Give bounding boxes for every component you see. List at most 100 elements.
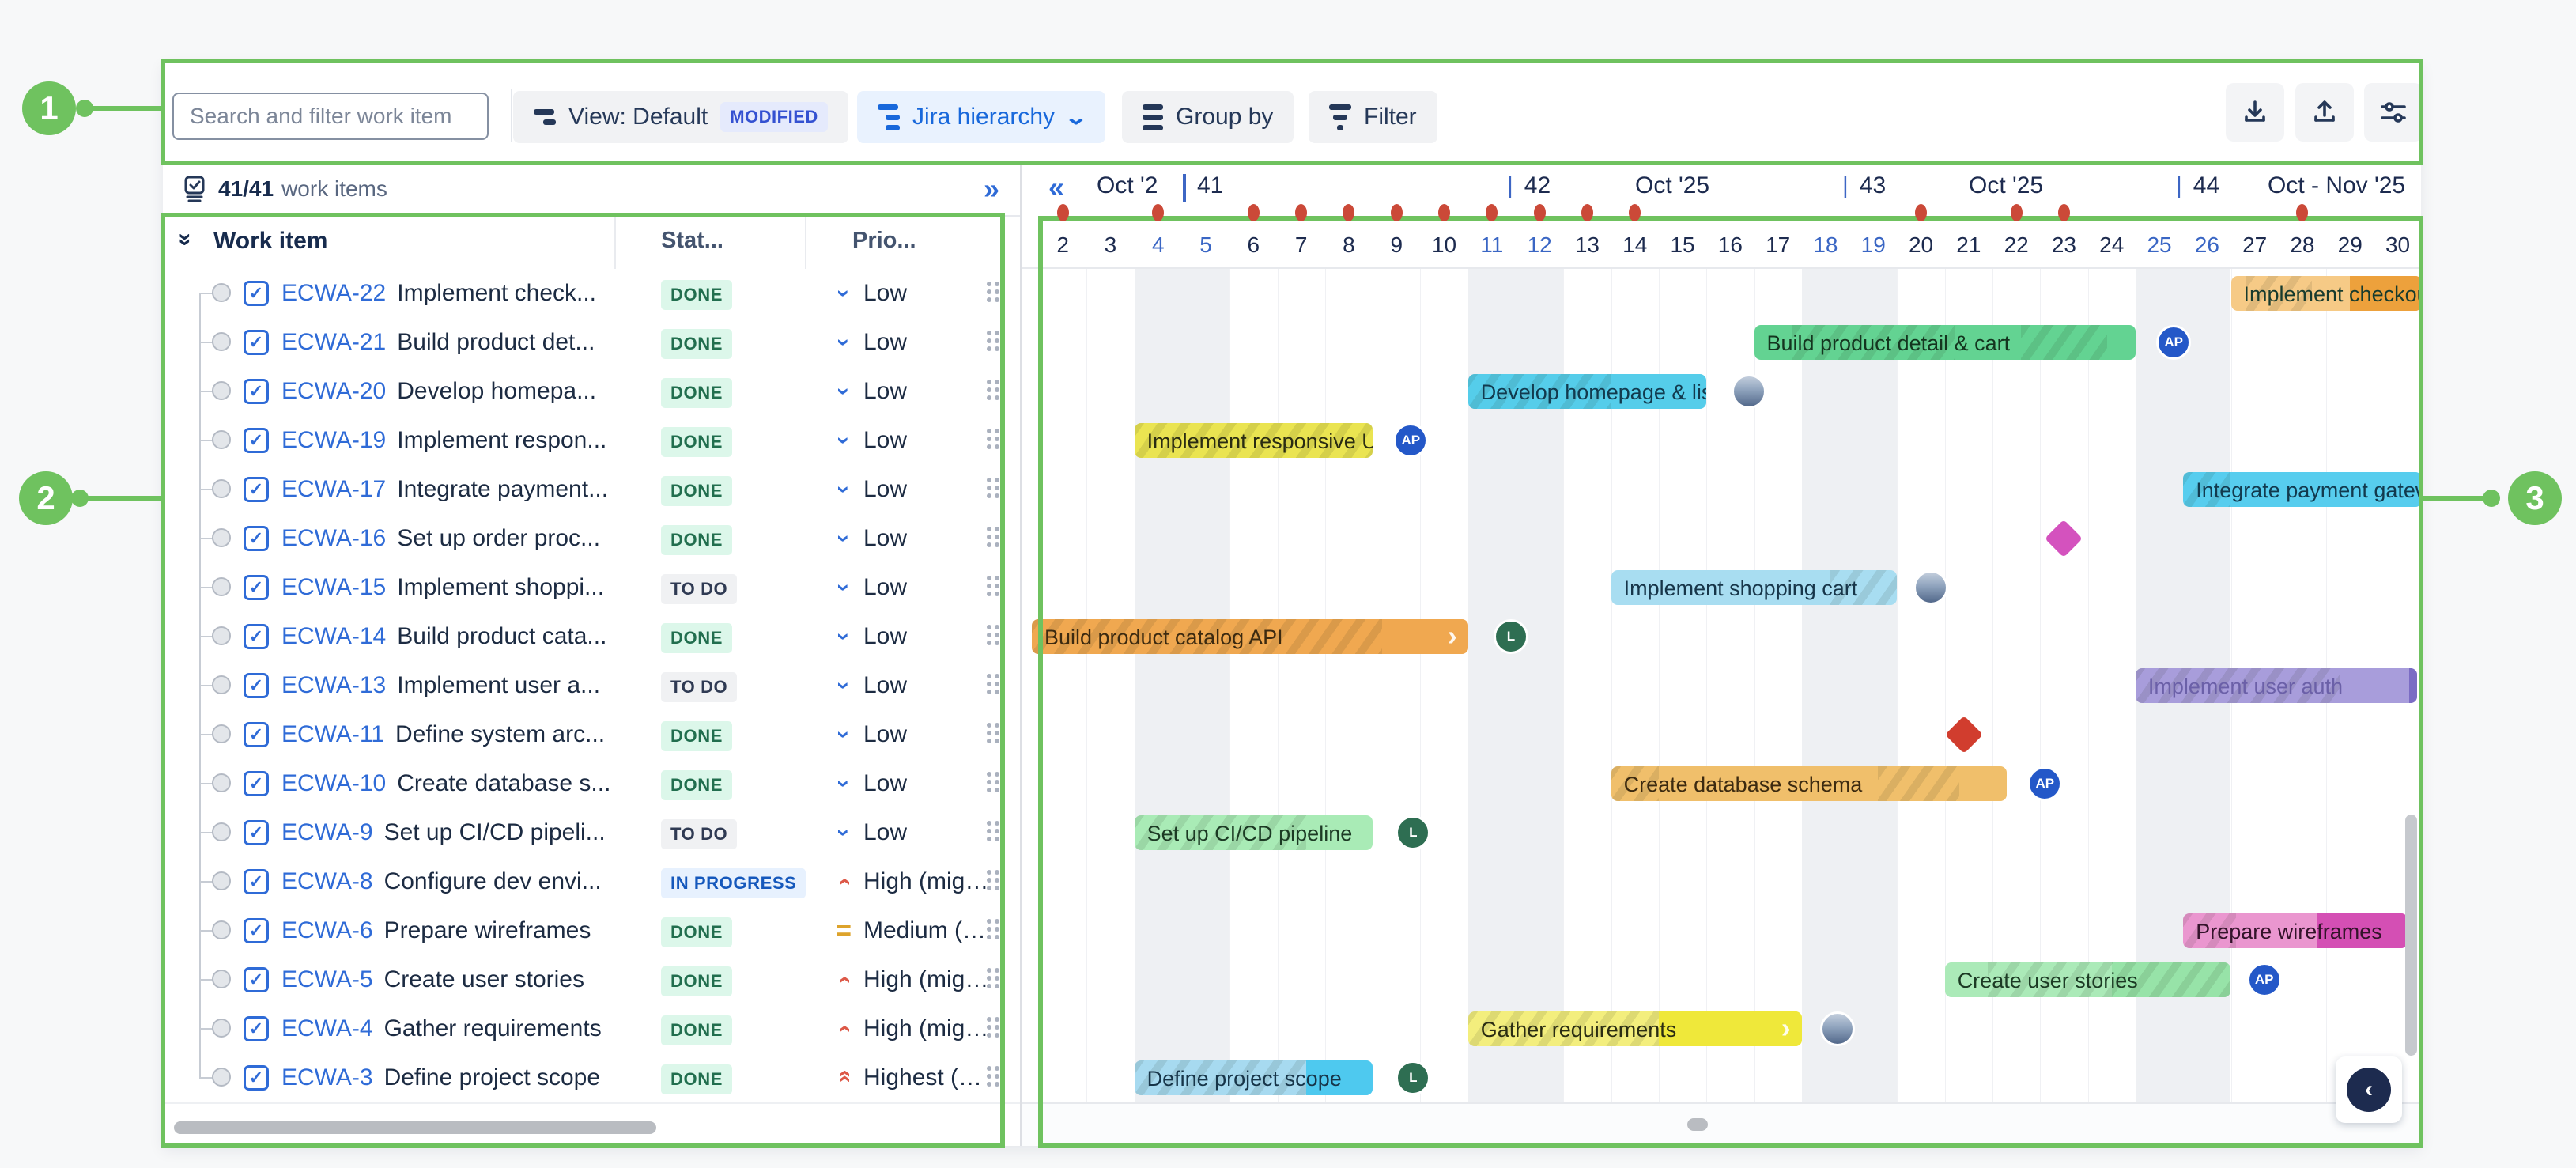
work-item-summary[interactable]: Implement user a... [397,672,601,698]
task-checkbox-icon[interactable]: ✓ [244,379,269,404]
view-settings-button[interactable]: View: Default MODIFIED [513,91,848,143]
status-badge[interactable]: DONE [661,1064,732,1094]
table-row[interactable]: ✓ ECWA-3 Define project scope DONE » Highest … [163,1053,1020,1104]
release-marker-icon[interactable] [1533,204,1546,221]
priority-field[interactable]: › High (migra... [832,955,990,1004]
task-checkbox-icon[interactable]: ✓ [244,918,269,943]
row-drag-handle-icon[interactable] [987,674,999,694]
work-item-summary[interactable]: Set up CI/CD pipeli... [383,819,606,845]
release-marker-icon[interactable] [1629,204,1641,221]
row-drag-handle-icon[interactable] [987,772,999,792]
work-item-key[interactable]: ECWA-21 [281,329,387,355]
release-marker-icon[interactable] [1152,204,1165,221]
assignee-avatar[interactable]: AP [1393,423,1429,458]
task-checkbox-icon[interactable]: ✓ [244,526,269,551]
panel-resize-divider[interactable] [1020,163,1022,1146]
work-item-summary[interactable]: Define system arc... [395,721,606,747]
work-item-key[interactable]: ECWA-11 [281,721,385,747]
row-handle-circle[interactable] [212,626,231,645]
assignee-avatar[interactable]: L [1493,619,1528,654]
release-marker-icon[interactable] [1486,204,1498,221]
work-item-summary[interactable]: Develop homepa... [397,378,597,404]
gantt-bar[interactable]: › Build product catalog API [1031,619,1468,654]
work-item-summary[interactable]: Implement check... [397,280,597,306]
work-item-key[interactable]: ECWA-9 [281,819,373,845]
gantt-bar[interactable]: Develop homepage & lis... [1467,374,1707,409]
gantt-bar[interactable]: Implement checkou [2230,276,2421,311]
status-badge[interactable]: DONE [661,427,732,457]
priority-field[interactable]: › Low [832,612,990,661]
task-checkbox-icon[interactable]: ✓ [244,428,269,453]
import-button[interactable] [2295,83,2354,142]
assignee-avatar[interactable] [1732,374,1767,409]
work-item-summary[interactable]: Implement respon... [397,427,607,453]
release-marker-icon[interactable] [1438,204,1451,221]
priority-field[interactable]: › High (migra... [832,857,990,906]
row-drag-handle-icon[interactable] [987,821,999,841]
table-row[interactable]: ✓ ECWA-20 Develop homepa... DONE › Low [163,367,1020,418]
row-drag-handle-icon[interactable] [987,429,999,449]
table-row[interactable]: ✓ ECWA-9 Set up CI/CD pipeli... TO DO › Low [163,808,1020,859]
table-row[interactable]: ✓ ECWA-5 Create user stories DONE › High (mig… [163,955,1020,1006]
table-horizontal-scrollbar[interactable] [174,1121,656,1134]
table-row[interactable]: ✓ ECWA-22 Implement check... DONE › Low [163,269,1020,319]
release-marker-icon[interactable] [2010,204,2023,221]
work-item-summary[interactable]: Configure dev envi... [383,868,602,894]
row-handle-circle[interactable] [212,577,231,596]
work-item-summary[interactable]: Set up order proc... [397,525,601,551]
work-item-key[interactable]: ECWA-8 [281,868,373,894]
task-checkbox-icon[interactable]: ✓ [244,281,269,306]
row-drag-handle-icon[interactable] [987,331,999,351]
status-badge[interactable]: DONE [661,378,732,408]
work-item-key[interactable]: ECWA-3 [281,1064,373,1091]
gantt-bar[interactable]: › Gather requirements [1467,1011,1802,1046]
work-item-key[interactable]: ECWA-19 [281,427,387,453]
row-drag-handle-icon[interactable] [987,527,999,547]
collapse-panel-button[interactable]: ‹ [2347,1068,2391,1112]
status-badge[interactable]: TO DO [661,574,738,604]
row-drag-handle-icon[interactable] [987,870,999,890]
status-badge[interactable]: DONE [661,1015,732,1045]
release-marker-icon[interactable] [1247,204,1260,221]
gantt-bar[interactable]: Prepare wireframes [2183,913,2408,948]
priority-field[interactable]: › High (migra... [832,1004,990,1053]
timeline-vertical-scrollbar[interactable] [2405,815,2417,1056]
expand-panel-icon[interactable]: » [983,172,999,205]
scroll-left-icon[interactable]: « [1048,171,1065,203]
priority-field[interactable]: › Low [832,367,990,416]
priority-field[interactable]: › Low [832,465,990,514]
assignee-avatar[interactable]: AP [2027,766,2063,801]
gantt-bar[interactable]: Implement shopping cart [1611,570,1898,605]
gantt-bar[interactable]: Implement user auth [2135,668,2417,703]
row-handle-circle[interactable] [212,1068,231,1087]
row-handle-circle[interactable] [212,724,231,743]
release-marker-icon[interactable] [1295,204,1308,221]
row-drag-handle-icon[interactable] [987,625,999,645]
release-marker-icon[interactable] [1343,204,1355,221]
row-handle-circle[interactable] [212,970,231,988]
table-row[interactable]: ✓ ECWA-4 Gather requirements DONE › High (mig… [163,1004,1020,1055]
work-item-summary[interactable]: Implement shoppi... [397,574,605,600]
work-item-key[interactable]: ECWA-4 [281,1015,373,1041]
work-item-summary[interactable]: Prepare wireframes [383,917,591,943]
status-badge[interactable]: DONE [661,476,732,506]
priority-field[interactable]: = Medium (mi... [832,906,990,955]
search-input[interactable] [174,104,475,129]
row-drag-handle-icon[interactable] [987,1066,999,1087]
table-row[interactable]: ✓ ECWA-14 Build product cata... DONE › Low [163,612,1020,663]
gantt-bar[interactable]: Set up CI/CD pipeline [1134,815,1373,850]
row-handle-circle[interactable] [212,1019,231,1038]
status-badge[interactable]: TO DO [661,819,738,849]
table-row[interactable]: ✓ ECWA-13 Implement user a... TO DO › Low [163,661,1020,712]
timeline-horizontal-scrollbar[interactable] [1687,1118,1708,1131]
row-handle-circle[interactable] [212,332,231,351]
work-item-key[interactable]: ECWA-16 [281,525,387,551]
table-row[interactable]: ✓ ECWA-6 Prepare wireframes DONE = Medium (mi… [163,906,1020,957]
status-badge[interactable]: IN PROGRESS [661,868,806,898]
row-drag-handle-icon[interactable] [987,380,999,400]
task-checkbox-icon[interactable]: ✓ [244,673,269,698]
assignee-avatar[interactable]: AP [2246,962,2282,997]
row-handle-circle[interactable] [212,381,231,400]
assignee-avatar[interactable] [1820,1011,1856,1046]
work-item-key[interactable]: ECWA-17 [281,476,387,502]
